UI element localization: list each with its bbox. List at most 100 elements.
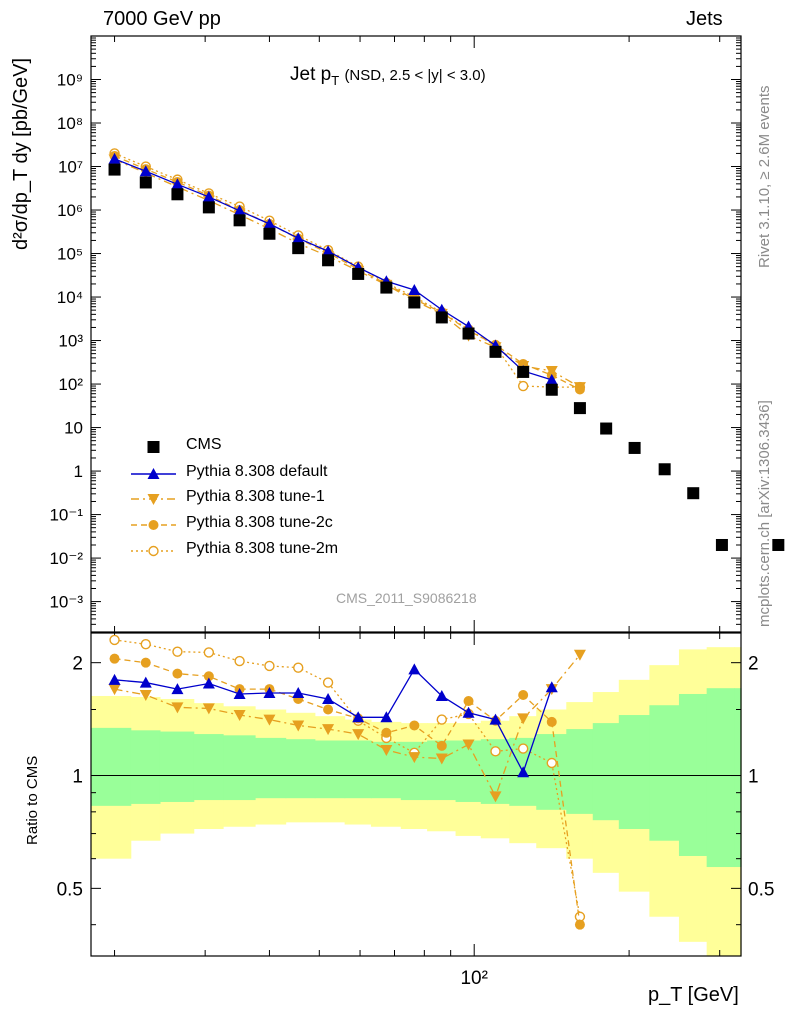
x-axis-label: p_T [GeV] (648, 984, 739, 1006)
plot-title: Jet pT (NSD, 2.5 < |y| < 3.0) (290, 64, 486, 88)
ratio-point (517, 766, 530, 778)
legend-label: Pythia 8.308 tune-1 (186, 488, 325, 505)
ratio-point (546, 757, 557, 769)
data-point (408, 296, 421, 309)
ratio-point (546, 716, 557, 727)
ratio-point (292, 720, 305, 732)
ratio-point (323, 704, 334, 715)
data-point (517, 365, 530, 378)
ratio-point (462, 706, 475, 718)
ratio-point (203, 647, 215, 658)
ratio-point (518, 689, 529, 700)
data-point (108, 152, 121, 164)
ratio-band-inner (223, 735, 256, 801)
ratio-point (108, 673, 121, 685)
ratio-point (171, 683, 184, 695)
y-tick-label: 10⁻¹ (49, 506, 83, 525)
ratio-point (462, 739, 475, 751)
ratio-band-inner (678, 693, 708, 856)
ratio-y-tick-label-right: 0.5 (748, 879, 774, 900)
ratio-band-inner (285, 739, 316, 799)
data-point (545, 365, 558, 377)
ratio-point (322, 724, 335, 736)
side-text-top: Rivet 3.1.10, ≥ 2.6M events (756, 85, 773, 269)
ratio-point (408, 663, 421, 675)
y-tick-label: 10⁻² (49, 549, 83, 568)
y-tick-label: 10² (58, 375, 83, 394)
legend-marker (148, 520, 159, 530)
ratio-band-inner (344, 740, 372, 799)
data-point (772, 538, 785, 551)
legend-label: CMS (186, 436, 222, 453)
series-line (114, 158, 581, 388)
ratio-y-tick-label: 0.5 (57, 879, 83, 900)
ratio-point (109, 634, 120, 646)
ratio-point (436, 714, 447, 725)
data-point (171, 188, 184, 201)
ratio-line (114, 668, 553, 774)
data-point (352, 267, 365, 280)
legend-label: Pythia 8.308 tune-2m (186, 540, 339, 557)
ratio-point (573, 649, 586, 661)
y-axis-label-ratio: Ratio to CMS (24, 755, 41, 845)
y-tick-label: 10⁴ (57, 288, 83, 307)
data-point (139, 165, 152, 177)
y-tick-label: 10⁵ (57, 245, 83, 264)
ratio-point (408, 752, 421, 764)
ratio-point (139, 689, 152, 701)
data-point (171, 178, 184, 190)
y-tick-label: 10⁻³ (49, 593, 83, 612)
ratio-band-inner (592, 723, 620, 821)
data-point (322, 254, 335, 267)
ratio-band-inner (618, 715, 650, 829)
series-1 (108, 152, 558, 778)
y-tick-label: 10³ (58, 332, 83, 351)
header-right: Jets (686, 8, 723, 30)
ratio-y-tick-label-right: 2 (748, 654, 759, 675)
ratio-band-inner (91, 727, 132, 806)
data-point (202, 201, 215, 214)
data-point (687, 487, 700, 500)
ratio-point (380, 711, 393, 723)
ratio-band-inner (130, 730, 161, 804)
watermark: CMS_2011_S9086218 (336, 590, 477, 606)
ratio-point (234, 655, 245, 667)
ratio-point (489, 791, 502, 803)
ratio-point (263, 687, 276, 699)
legend: CMS Pythia 8.308 default Pythia 8.308 tu… (128, 436, 388, 566)
ratio-point (292, 687, 305, 699)
ratio-point (380, 744, 393, 756)
data-point (517, 380, 529, 392)
data-point (322, 245, 335, 257)
data-point (139, 176, 152, 189)
ratio-plot-frame (90, 632, 742, 957)
axes: 10⁻³ 10⁻² 10⁻¹ 1 10 10² 10³ 10⁴ 10⁵ 10⁶ 10⁷ 10⁸ 10⁹ 0… (49, 35, 774, 989)
side-text-bottom: mcplots.cern.ch [arXiv:1306.3436] (756, 400, 773, 627)
data-point (462, 327, 475, 340)
ratio-band-inner (159, 731, 195, 802)
y-tick-label: 1 (74, 462, 83, 481)
data-point (292, 242, 305, 255)
y-tick-label: 10⁹ (57, 71, 83, 90)
ratio-point (140, 657, 151, 668)
ratio-point (233, 687, 246, 699)
data-point (600, 422, 613, 435)
ratio-point (263, 714, 276, 726)
data-point (233, 214, 246, 227)
ratio-point (435, 689, 448, 701)
ratio-point (574, 919, 585, 930)
ratio-point (409, 720, 420, 731)
ratio-band-inner (536, 734, 567, 810)
data-point (263, 217, 276, 229)
data-point (202, 190, 215, 202)
ratio-y-tick-label-right: 1 (748, 767, 759, 788)
y-tick-label: 10 (64, 419, 83, 438)
data-point (435, 311, 448, 324)
ratio-point (463, 696, 474, 707)
legend-markers (131, 441, 176, 557)
data-point (715, 538, 728, 551)
series-line (114, 155, 581, 391)
main-plot-frame (90, 35, 742, 633)
series-0 (108, 163, 785, 551)
